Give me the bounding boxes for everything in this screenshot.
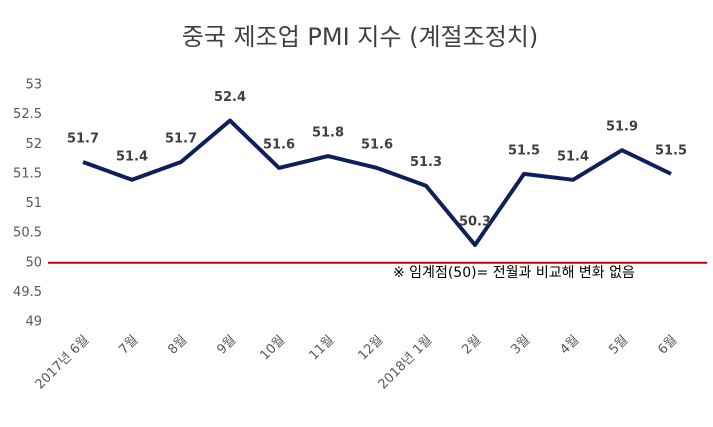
y-tick-label: 49.5 — [13, 285, 42, 300]
line-series — [82, 118, 672, 247]
chart-title: 중국 제조업 PMI 지수 (계절조정치) — [182, 23, 538, 51]
x-tick-label: 11월 — [307, 333, 338, 364]
x-tick-label: 6월 — [655, 333, 680, 358]
y-tick-label: 53 — [25, 78, 42, 93]
y-tick-label: 50.5 — [13, 226, 42, 241]
x-tick-label: 2월 — [459, 333, 484, 358]
y-tick-label: 52.5 — [13, 107, 42, 122]
x-tick-label: 9월 — [214, 333, 239, 358]
x-tick-label: 10월 — [258, 333, 289, 364]
data-label: 51.6 — [361, 137, 393, 152]
annotation: ※ 임계점(50)= 전월과 비교해 변화 없음 — [393, 265, 635, 281]
data-label: 51.3 — [410, 155, 442, 170]
x-tick-label: 3월 — [508, 333, 533, 358]
data-label: 51.5 — [655, 143, 687, 158]
x-tick-label: 7월 — [116, 333, 141, 358]
data-label: 51.5 — [508, 143, 540, 158]
y-tick-label: 52 — [25, 137, 42, 152]
x-tick-label: 12월 — [356, 333, 387, 364]
y-tick-label: 49 — [25, 315, 42, 330]
data-label: 51.8 — [312, 126, 344, 141]
x-tick-label: 2017년 6월 — [33, 333, 93, 393]
data-label: 51.9 — [606, 120, 638, 135]
y-tick-label: 51 — [25, 196, 42, 211]
data-label: 51.6 — [263, 137, 295, 152]
x-tick-label: 4월 — [557, 333, 582, 358]
data-label: 52.4 — [214, 90, 246, 105]
x-tick-label: 5월 — [606, 333, 631, 358]
y-tick-label: 50 — [25, 255, 42, 270]
x-tick-label: 8월 — [165, 333, 190, 358]
data-label: 51.7 — [67, 132, 99, 147]
data-label: 51.4 — [116, 149, 148, 164]
data-label: 51.7 — [165, 132, 197, 147]
data-label: 51.4 — [557, 149, 589, 164]
y-tick-label: 51.5 — [13, 166, 42, 181]
data-label: 50.3 — [459, 214, 491, 229]
